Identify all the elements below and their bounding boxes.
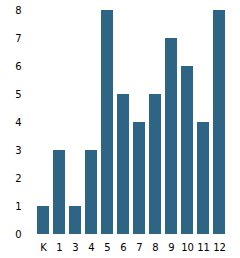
svg-text:12: 12: [213, 242, 226, 253]
svg-text:K: K: [40, 242, 47, 253]
svg-text:6: 6: [120, 242, 126, 253]
svg-text:4: 4: [15, 117, 21, 128]
svg-text:2: 2: [15, 173, 21, 184]
svg-text:8: 8: [152, 242, 158, 253]
svg-text:9: 9: [168, 242, 174, 253]
svg-text:3: 3: [15, 145, 21, 156]
svg-text:7: 7: [136, 242, 142, 253]
svg-text:3: 3: [72, 242, 78, 253]
svg-text:0: 0: [15, 229, 21, 240]
svg-text:5: 5: [104, 242, 110, 253]
svg-text:1: 1: [56, 242, 62, 253]
svg-text:11: 11: [197, 242, 210, 253]
svg-text:7: 7: [15, 33, 21, 44]
svg-text:4: 4: [88, 242, 94, 253]
svg-text:5: 5: [15, 89, 21, 100]
svg-text:10: 10: [181, 242, 194, 253]
svg-text:1: 1: [15, 201, 21, 212]
svg-text:8: 8: [15, 5, 21, 16]
svg-text:6: 6: [15, 61, 21, 72]
